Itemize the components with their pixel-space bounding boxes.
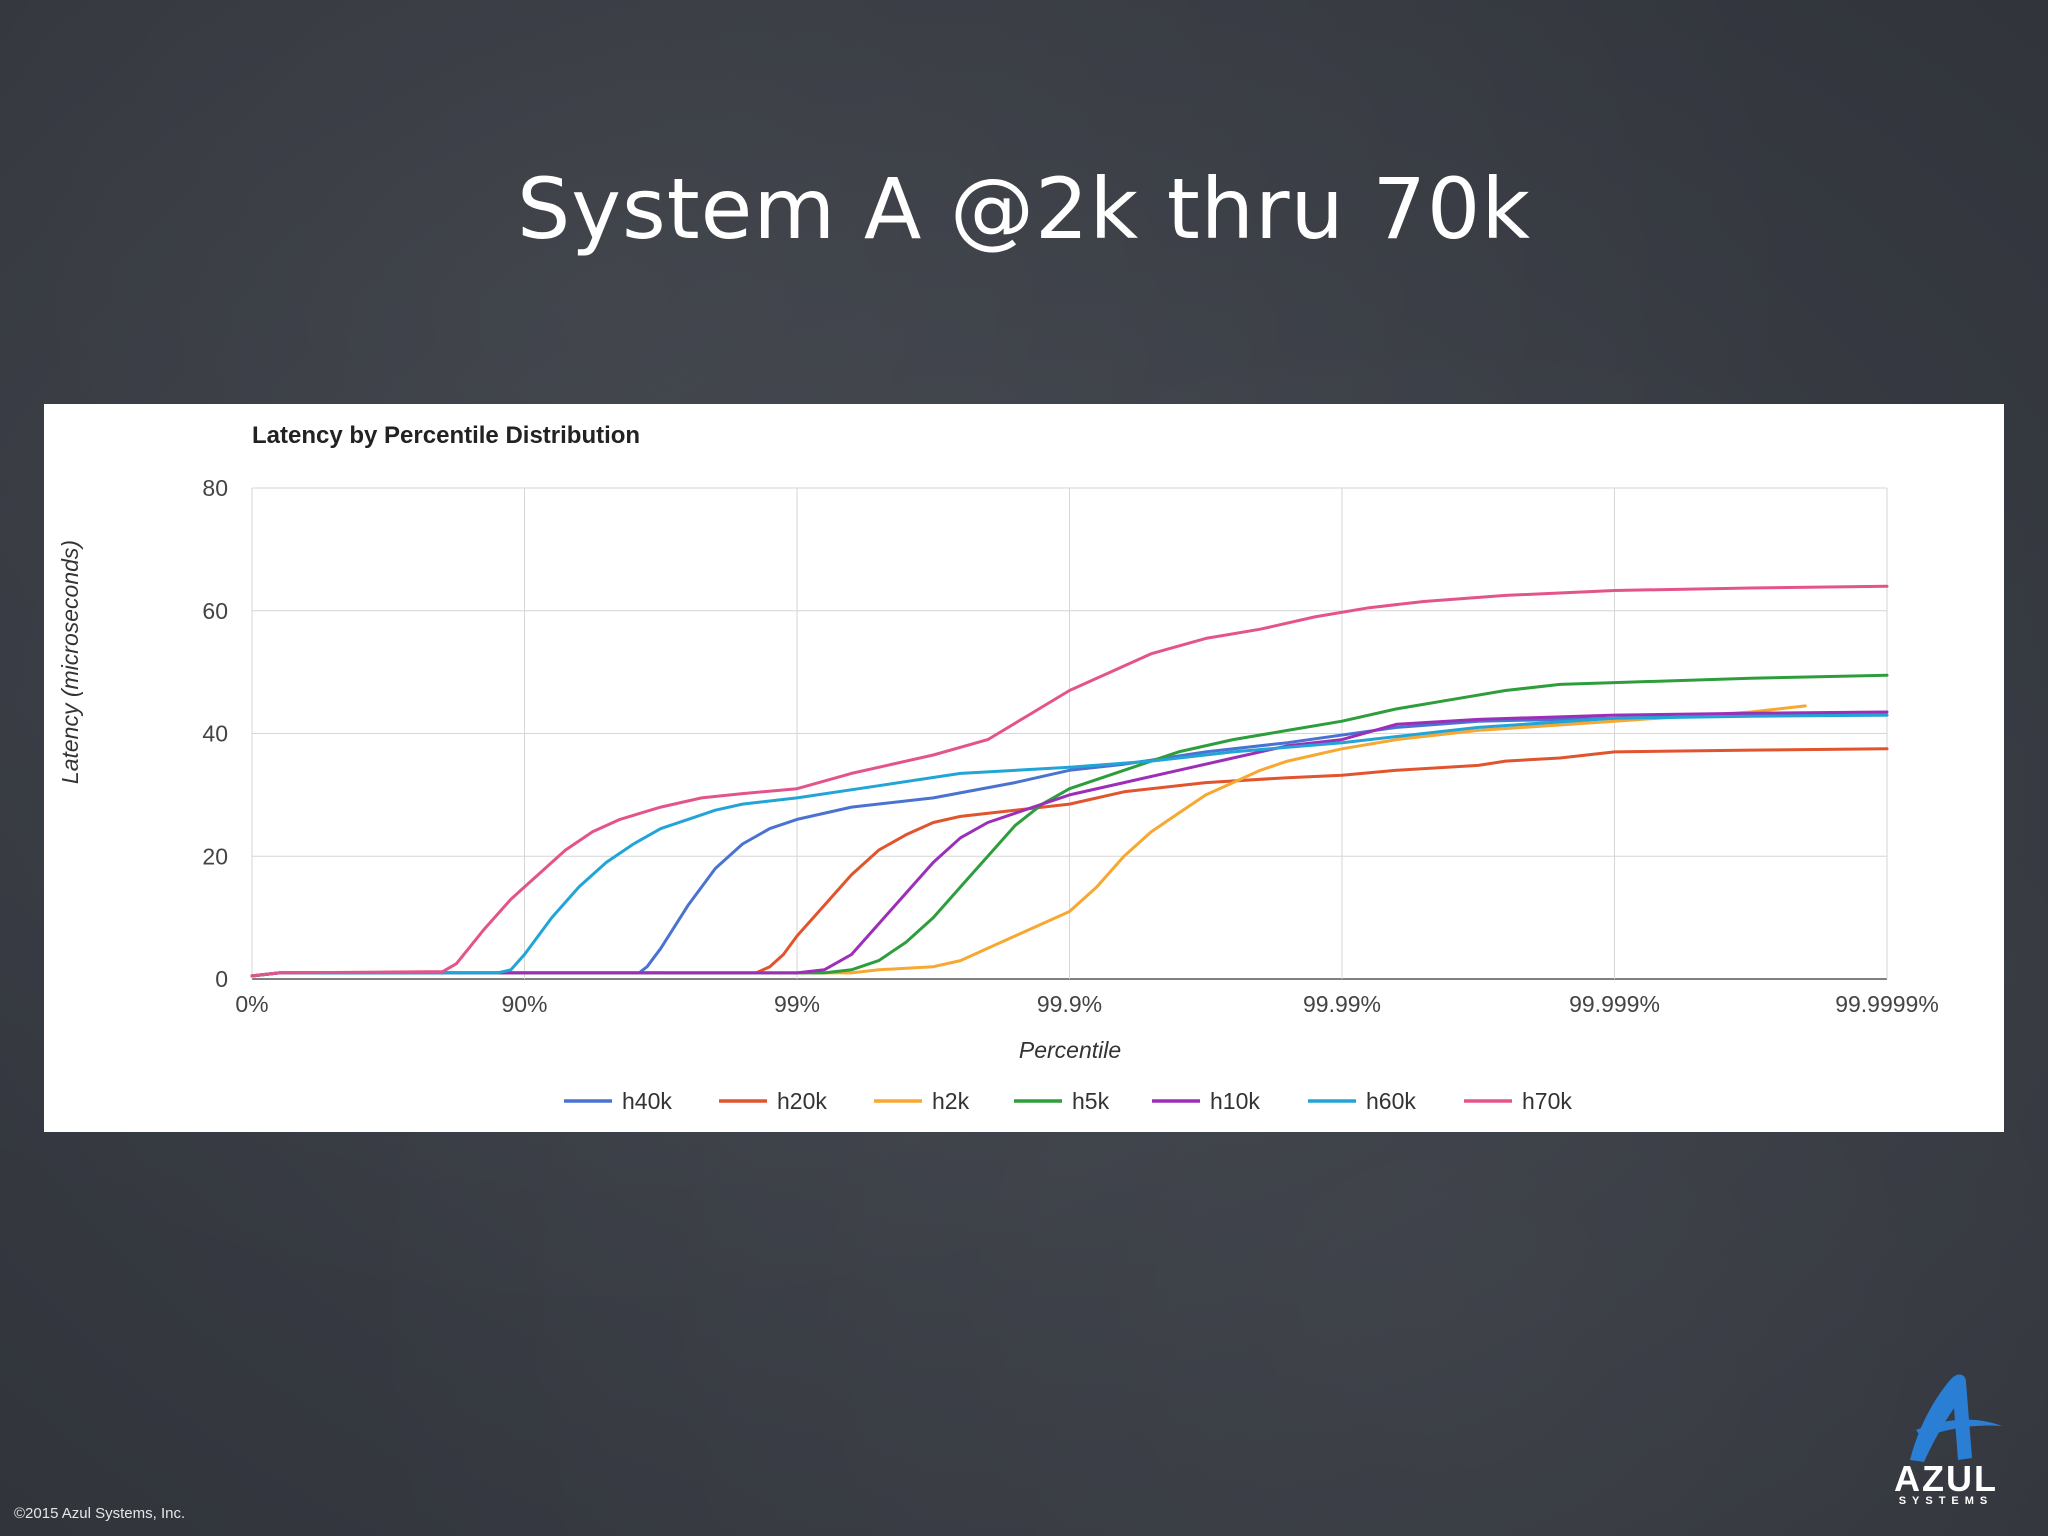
- latency-chart: Latency by Percentile Distribution 0 20 40…: [57, 422, 1939, 1114]
- series-line-h70k: [250, 584, 1889, 978]
- copyright-text: ©2015 Azul Systems, Inc.: [14, 1505, 186, 1522]
- series-line-h2k: [250, 704, 1807, 978]
- x-tick-label: 99.9999%: [1835, 991, 1939, 1017]
- grid-lines: [251, 487, 1888, 980]
- slide-title: System A @2k thru 70k: [516, 160, 1532, 258]
- chart-title: Latency by Percentile Distribution: [252, 422, 640, 449]
- y-axis-title: Latency (microseconds): [57, 540, 83, 784]
- x-axis-title: Percentile: [1019, 1037, 1121, 1063]
- legend-label-h20k: h20k: [777, 1088, 827, 1114]
- legend-label-h40k: h40k: [622, 1088, 672, 1114]
- x-tick-label: 0%: [235, 991, 268, 1017]
- logo-wordmark: AZUL: [1894, 1458, 1998, 1499]
- y-tick-label: 40: [202, 721, 228, 747]
- y-tick-label: 0: [215, 966, 228, 992]
- series-lines: [250, 584, 1889, 978]
- x-tick-label: 99.999%: [1569, 991, 1660, 1017]
- chart-panel: Latency by Percentile Distribution 0 20 40…: [44, 404, 2004, 1132]
- series-line-h10k: [250, 710, 1889, 978]
- tick-labels: 0 20 40 60 80 0% 90% 99% 99.9% 99.99% 99.999% 99.99…: [202, 475, 1938, 1017]
- series-line-h5k: [250, 673, 1889, 978]
- series-line-h20k: [250, 747, 1889, 978]
- x-tick-label: 99%: [774, 991, 820, 1017]
- x-tick-label: 99.9%: [1037, 991, 1102, 1017]
- legend-label-h10k: h10k: [1210, 1088, 1260, 1114]
- legend-label-h5k: h5k: [1072, 1088, 1110, 1114]
- x-tick-label: 99.99%: [1303, 991, 1381, 1017]
- legend-label-h2k: h2k: [932, 1088, 970, 1114]
- x-tick-label: 90%: [501, 991, 547, 1017]
- legend: h40k h20k h2k h5k h10k h60k h70k: [564, 1088, 1572, 1114]
- logo-subtext: SYSTEMS: [1898, 1495, 1994, 1507]
- azul-logo-icon: [1910, 1374, 2002, 1462]
- series-line-h60k: [250, 713, 1889, 978]
- y-tick-label: 80: [202, 475, 228, 501]
- legend-label-h60k: h60k: [1366, 1088, 1416, 1114]
- y-tick-label: 20: [202, 843, 228, 869]
- y-tick-label: 60: [202, 598, 228, 624]
- legend-label-h70k: h70k: [1522, 1088, 1572, 1114]
